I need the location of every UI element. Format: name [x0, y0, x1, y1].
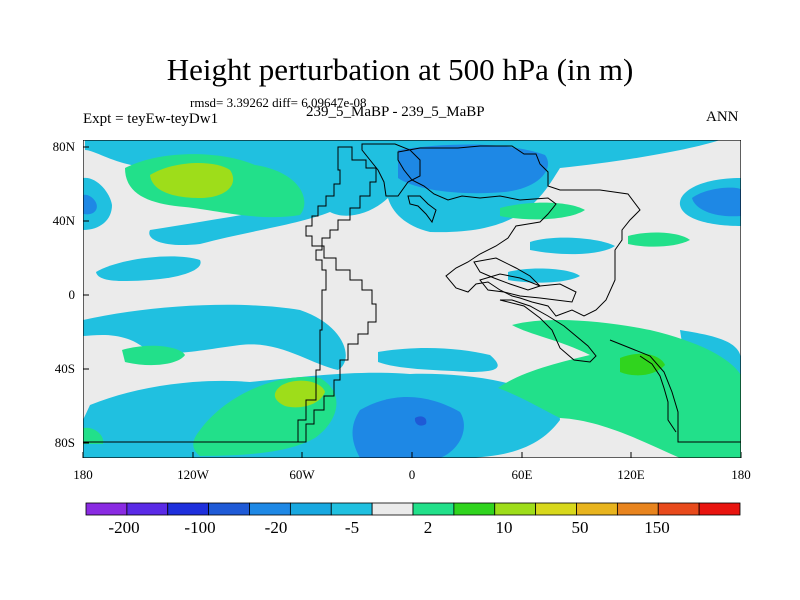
- coastline-arabia: [473, 257, 541, 291]
- colorbar-box: [289, 502, 332, 516]
- colorbar-box: [494, 502, 537, 516]
- case-label: 239_5_MaBP - 239_5_MaBP: [306, 104, 485, 120]
- colorbar-label: 150: [644, 518, 670, 537]
- colorbar-box: [85, 502, 128, 516]
- coastline-americas: [297, 146, 377, 443]
- contour-lime: [150, 163, 234, 198]
- stats-label: rmsd= 3.39262 diff= 6.09647e-08: [190, 95, 367, 110]
- lon-label: 0: [408, 467, 416, 482]
- lon-label: 120E: [617, 467, 645, 482]
- colorbar-box: [249, 502, 291, 516]
- colorbar-box: [698, 502, 741, 516]
- lon-label: 60E: [511, 467, 533, 482]
- colorbar-label: 10: [495, 518, 513, 537]
- colorbar-label: -5: [344, 518, 360, 537]
- coastline-south-east: [609, 339, 741, 443]
- experiment-label: Expt = teyEw-teyDw1: [83, 111, 219, 127]
- colorbar-box: [535, 502, 577, 516]
- coastlines: [83, 143, 741, 443]
- lat-label: 40N: [52, 213, 75, 228]
- lat-label: 0: [68, 287, 76, 302]
- contour-blue: [83, 194, 97, 215]
- colorbar-box: [412, 502, 455, 516]
- colorbar-label: 50: [571, 518, 589, 537]
- contour-green: [500, 202, 585, 220]
- colorbar-box: [453, 502, 496, 516]
- contour-blue: [414, 416, 427, 426]
- contour-lime: [274, 380, 325, 408]
- colorbar-box: [657, 502, 700, 516]
- colorbar-label: 2: [423, 518, 433, 537]
- lon-label: 120W: [177, 467, 209, 482]
- colorbar-label: -100: [184, 518, 216, 537]
- map-panel: [83, 140, 741, 458]
- coastline-south-inner: [639, 355, 677, 433]
- lat-label: 80S: [54, 435, 75, 450]
- contour-cyan: [83, 304, 346, 370]
- contour-cyan: [83, 177, 112, 230]
- contour-cyan: [378, 348, 498, 372]
- colorbar-box: [167, 502, 210, 516]
- lon-label: 60W: [289, 467, 315, 482]
- contour-cyan: [508, 268, 580, 283]
- lon-label: 180: [731, 467, 751, 482]
- coastline-africa: [499, 299, 597, 363]
- plot-title: Height perturbation at 500 hPa (in m): [166, 52, 634, 87]
- coastline-mideast-loop: [479, 273, 577, 303]
- lat-label: 40S: [54, 361, 75, 376]
- season-label: ANN: [706, 109, 739, 125]
- colorbar-box: [208, 502, 250, 516]
- colorbar: [85, 502, 741, 516]
- contour-green: [122, 345, 185, 366]
- colorbar-label: -200: [108, 518, 140, 537]
- colorbar-box: [576, 502, 618, 516]
- contour-green: [83, 427, 104, 444]
- colorbar-label: -20: [264, 518, 288, 537]
- contour-green: [498, 320, 741, 458]
- coastline-europe: [407, 195, 437, 224]
- lon-label: 180: [73, 467, 93, 482]
- colorbar-box: [126, 502, 169, 516]
- colorbar-box: [371, 502, 414, 516]
- contour-blue: [692, 187, 741, 217]
- contour-cyan: [530, 237, 615, 255]
- contour-cyan: [96, 256, 201, 282]
- axis-ticks: [82, 146, 742, 458]
- colorbar-box: [616, 502, 659, 516]
- contour-green: [628, 232, 690, 247]
- contour-lime: [620, 353, 665, 376]
- contour-blue: [398, 144, 549, 194]
- contour-blue: [352, 397, 464, 458]
- lat-label: 80N: [52, 139, 75, 154]
- colorbar-box: [330, 502, 373, 516]
